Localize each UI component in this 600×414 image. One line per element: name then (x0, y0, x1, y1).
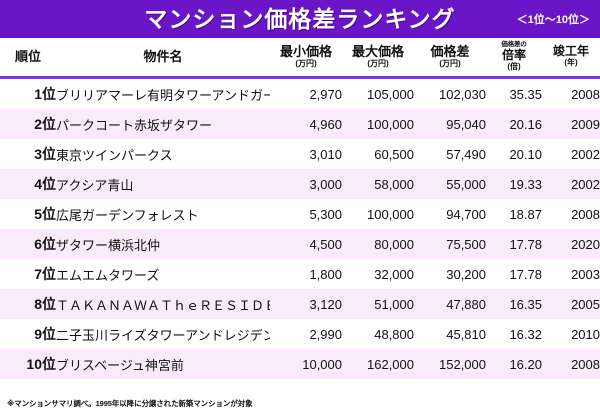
cell-price-diff: 55,000 (446, 176, 486, 192)
column-header-completion-year: 竣工年 (年) (542, 38, 600, 76)
column-header-max-price: 最大価格 (万円) (342, 38, 414, 76)
cell-year: 2002 (571, 146, 600, 162)
cell-price-diff: 45,810 (446, 326, 486, 342)
cell-min-price: 4,960 (309, 116, 342, 132)
cell-min-price: 2,970 (309, 86, 342, 102)
table-row: 5位 広尾ガーデンフォレスト 5,300 100,000 94,700 18.8… (0, 199, 600, 229)
cell-min-price: 5,300 (309, 206, 342, 222)
table-row: 7位 エムエムタワーズ 1,800 32,000 30,200 17.78 20… (0, 259, 600, 289)
cell-rank: 7位 (34, 266, 56, 282)
cell-price-diff: 102,030 (439, 86, 486, 102)
table-row: 10位 ブリスベージュ神宮前 10,000 162,000 152,000 16… (0, 349, 600, 379)
cell-year: 2002 (571, 176, 600, 192)
cell-max-price: 60,500 (374, 146, 414, 162)
cell-name: エムエムタワーズ (56, 267, 160, 283)
cell-max-price: 162,000 (367, 356, 414, 372)
title-bar: マンション価格差ランキング ＜1位～10位＞ (0, 0, 600, 38)
cell-year: 2020 (571, 236, 600, 252)
cell-name: ＴＡＫＡＮＡＷＡＴｈｅＲＥＳＩＤＥＮＣＥ (56, 297, 270, 313)
ranking-table-body: 1位 ブリリアマーレ有明タワーアンドガーデン 2,970 105,000 102… (0, 79, 600, 379)
table-row: 4位 アクシア青山 3,000 58,000 55,000 19.33 2002 (0, 169, 600, 199)
cell-min-price: 4,500 (309, 236, 342, 252)
cell-max-price: 80,000 (374, 236, 414, 252)
cell-rank: 2位 (34, 116, 56, 132)
cell-price-diff: 95,040 (446, 116, 486, 132)
cell-rank: 1位 (34, 86, 56, 102)
cell-rank: 8位 (34, 296, 56, 312)
rank-range-label: ＜1位～10位＞ (516, 14, 590, 26)
cell-year: 2008 (571, 356, 600, 372)
cell-max-price: 100,000 (367, 116, 414, 132)
cell-multiple: 20.16 (509, 116, 542, 132)
column-header-min-price: 最小価格 (万円) (270, 38, 342, 76)
cell-year: 2005 (571, 296, 600, 312)
footnote: ※マンションサマリ調べ。1995年以降に分譲された新築マンションが対象 (7, 399, 253, 408)
cell-price-diff: 94,700 (446, 206, 486, 222)
cell-name: 二子玉川ライズタワーアンドレジデンス (56, 327, 270, 343)
table-head: 順位 物件名 最小価格 (万円) 最大価格 (万円) 価格差 (万円) (0, 38, 600, 76)
cell-multiple: 18.87 (509, 206, 542, 222)
cell-max-price: 32,000 (374, 266, 414, 282)
cell-min-price: 3,000 (309, 176, 342, 192)
cell-year: 2008 (571, 86, 600, 102)
cell-rank: 10位 (26, 356, 56, 372)
column-header-property-name: 物件名 (56, 38, 270, 76)
cell-price-diff: 47,880 (446, 296, 486, 312)
cell-name: ブリスベージュ神宮前 (56, 357, 184, 373)
table-row: 9位 二子玉川ライズタワーアンドレジデンス 2,990 48,800 45,81… (0, 319, 600, 349)
cell-multiple: 17.78 (509, 266, 542, 282)
cell-max-price: 100,000 (367, 206, 414, 222)
cell-multiple: 19.33 (509, 176, 542, 192)
cell-rank: 9位 (34, 326, 56, 342)
cell-price-diff: 30,200 (446, 266, 486, 282)
table-row: 3位 東京ツインパークス 3,010 60,500 57,490 20.10 2… (0, 139, 600, 169)
cell-min-price: 1,800 (309, 266, 342, 282)
cell-multiple: 35.35 (509, 86, 542, 102)
ranking-table: 順位 物件名 最小価格 (万円) 最大価格 (万円) 価格差 (万円) (0, 38, 600, 76)
cell-multiple: 17.78 (509, 236, 542, 252)
table-row: 8位 ＴＡＫＡＮＡＷＡＴｈｅＲＥＳＩＤＥＮＣＥ 3,120 51,000 47,… (0, 289, 600, 319)
cell-rank: 4位 (34, 176, 56, 192)
column-header-price-difference: 価格差 (万円) (414, 38, 486, 76)
column-header-rank: 順位 (0, 38, 56, 76)
cell-multiple: 16.20 (509, 356, 542, 372)
column-header-price-multiple: 価格差の 倍率 (倍) (486, 38, 542, 76)
table-body: 1位 ブリリアマーレ有明タワーアンドガーデン 2,970 105,000 102… (0, 79, 600, 379)
cell-max-price: 48,800 (374, 326, 414, 342)
cell-year: 2010 (571, 326, 600, 342)
cell-multiple: 16.32 (509, 326, 542, 342)
cell-price-diff: 57,490 (446, 146, 486, 162)
cell-multiple: 16.35 (509, 296, 542, 312)
cell-min-price: 2,990 (309, 326, 342, 342)
cell-rank: 3位 (34, 146, 56, 162)
cell-rank: 5位 (34, 206, 56, 222)
page-title: マンション価格差ランキング (144, 5, 456, 32)
table-header-row: 順位 物件名 最小価格 (万円) 最大価格 (万円) 価格差 (万円) (0, 38, 600, 76)
table-row: 1位 ブリリアマーレ有明タワーアンドガーデン 2,970 105,000 102… (0, 79, 600, 109)
cell-price-diff: 75,500 (446, 236, 486, 252)
cell-year: 2003 (571, 266, 600, 282)
cell-min-price: 3,120 (309, 296, 342, 312)
cell-name: 東京ツインパークス (56, 147, 173, 163)
table-row: 2位 パークコート赤坂ザタワー 4,960 100,000 95,040 20.… (0, 109, 600, 139)
cell-rank: 6位 (34, 236, 56, 252)
cell-price-diff: 152,000 (439, 356, 486, 372)
cell-max-price: 51,000 (374, 296, 414, 312)
cell-min-price: 3,010 (309, 146, 342, 162)
cell-max-price: 58,000 (374, 176, 414, 192)
cell-min-price: 10,000 (302, 356, 342, 372)
cell-max-price: 105,000 (367, 86, 414, 102)
cell-year: 2009 (571, 116, 600, 132)
header-divider (0, 76, 600, 79)
cell-name: パークコート赤坂ザタワー (56, 117, 213, 133)
cell-name: ザタワー横浜北仲 (56, 237, 161, 253)
cell-year: 2008 (571, 206, 600, 222)
cell-name: ブリリアマーレ有明タワーアンドガーデン (56, 87, 270, 103)
cell-name: アクシア青山 (56, 177, 134, 193)
cell-multiple: 20.10 (509, 146, 542, 162)
table-row: 6位 ザタワー横浜北仲 4,500 80,000 75,500 17.78 20… (0, 229, 600, 259)
cell-name: 広尾ガーデンフォレスト (56, 207, 199, 223)
